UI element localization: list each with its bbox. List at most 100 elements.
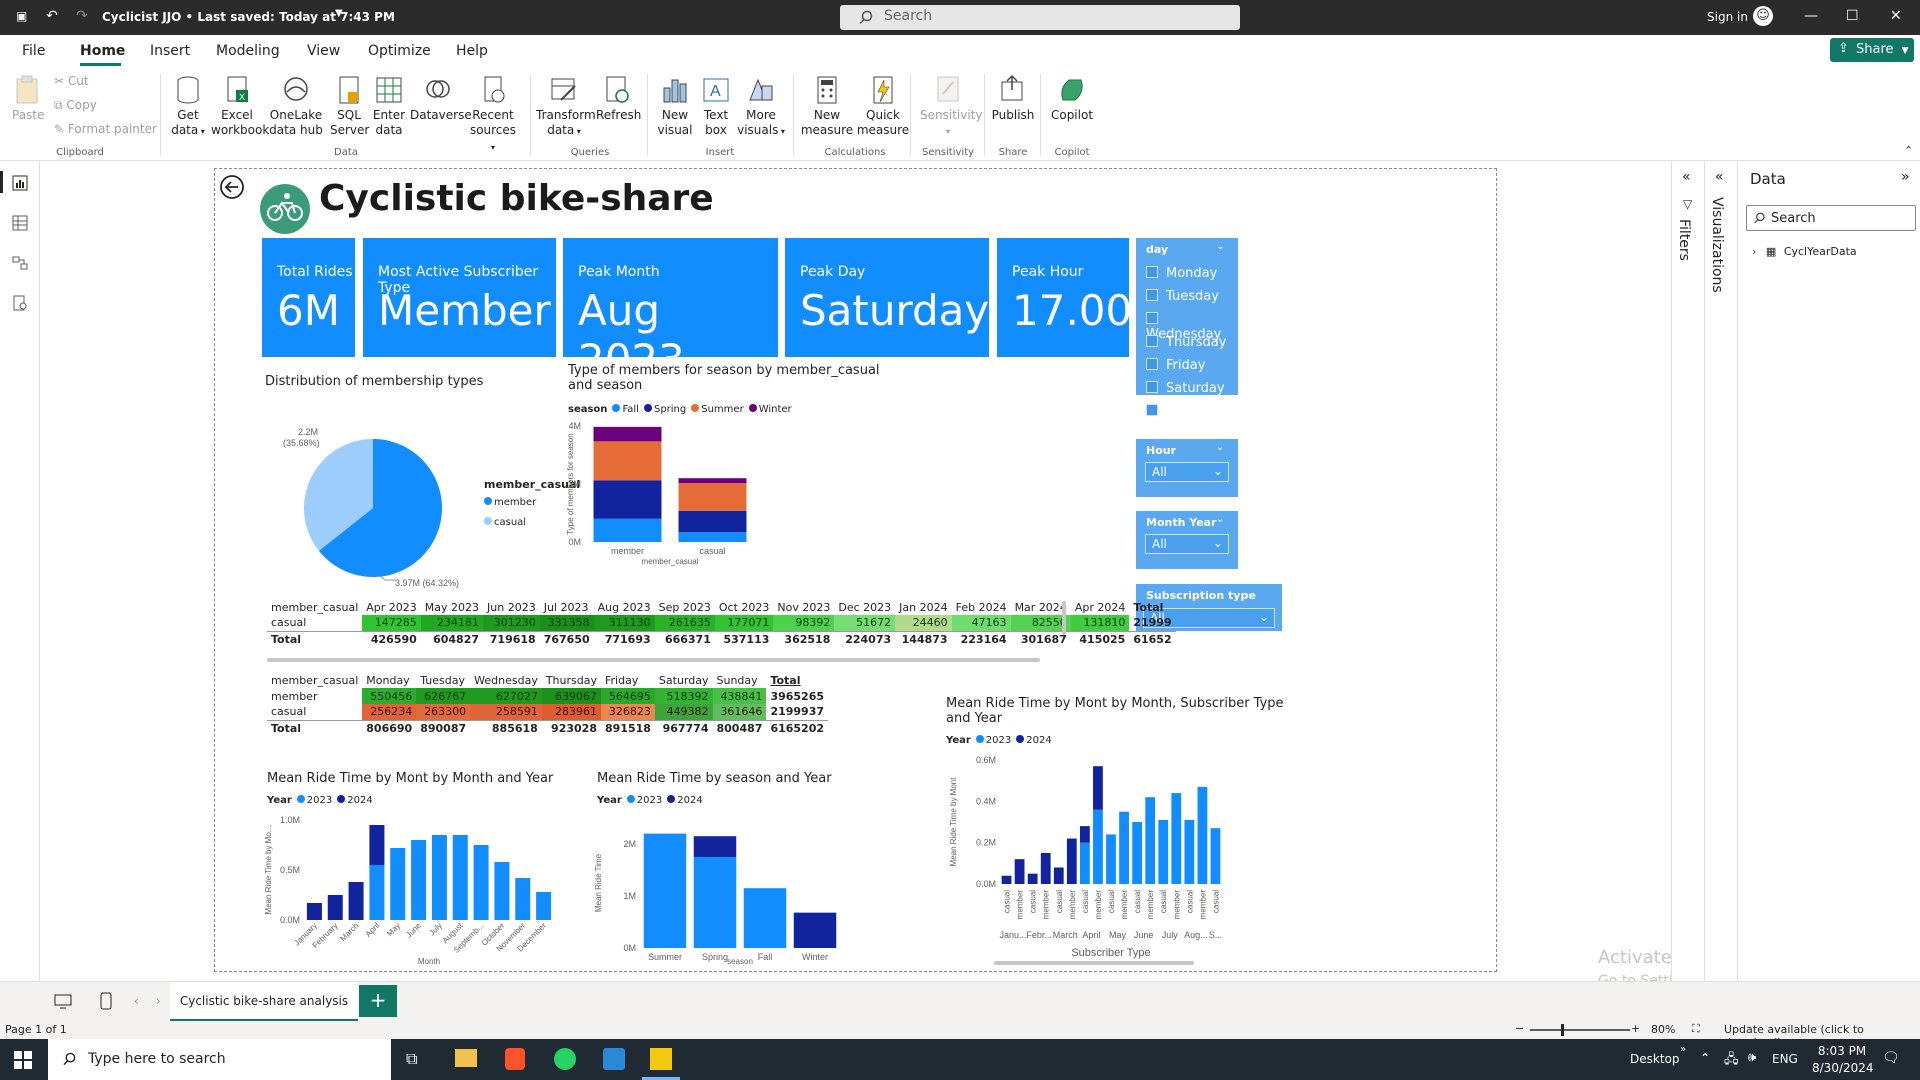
data-search-input[interactable]: Search <box>1746 205 1916 231</box>
kpi-total-rides[interactable]: Total Rides 6M <box>262 238 355 357</box>
zoom-slider[interactable] <box>1530 1029 1630 1031</box>
menu-view[interactable]: View <box>307 43 341 59</box>
pie-legend-member[interactable]: member <box>484 497 536 508</box>
day-option-monday[interactable]: Monday <box>1146 266 1217 281</box>
format-painter-button[interactable]: ✎ Format painter <box>54 122 157 137</box>
matrix-column-header[interactable]: Friday <box>604 673 639 687</box>
expand-filters-icon[interactable]: « <box>1682 169 1691 185</box>
legend-label[interactable]: Spring <box>653 404 687 415</box>
fit-to-page-icon[interactable]: ⛶ <box>1692 1022 1700 1035</box>
copilot-button[interactable]: Copilot <box>1048 74 1096 123</box>
matrix-column-header[interactable]: Nov 2023 <box>777 600 831 614</box>
taskbar-search-box[interactable]: Type here to search <box>48 1039 391 1080</box>
hour-dropdown[interactable]: All ⌄ <box>1145 462 1229 482</box>
global-search[interactable]: Search <box>840 5 1240 30</box>
legend-label[interactable]: 2024 <box>677 795 703 806</box>
matrix-horizontal-scrollbar[interactable] <box>267 658 1040 662</box>
day-option-wednesday[interactable]: Wednesday <box>1146 312 1238 342</box>
copy-button[interactable]: ⧉ Copy <box>54 98 97 113</box>
page-tab-active[interactable]: Cyclistic bike-share analysis <box>170 982 358 1022</box>
get-data-button[interactable]: Get data ▾ <box>168 74 208 139</box>
kpi-peak-hour[interactable]: Peak Hour 17.00 <box>997 238 1132 357</box>
collapse-data-pane-icon[interactable]: » <box>1901 169 1910 185</box>
expand-visualizations-icon[interactable]: « <box>1715 169 1724 185</box>
matrix-column-header[interactable]: Tuesday <box>420 673 465 687</box>
new-visual-button[interactable]: New visual <box>655 74 695 138</box>
photos-app-icon[interactable] <box>603 1048 625 1070</box>
filters-pane-collapsed[interactable]: « ▽ Filters <box>1671 161 1704 981</box>
matrix-column-header[interactable]: Total <box>770 673 801 687</box>
day-option-sunday[interactable]: Sunday <box>1146 404 1215 419</box>
matrix-column-header[interactable]: Jun 2023 <box>487 600 536 614</box>
minimize-icon[interactable]: — <box>1804 8 1818 24</box>
menu-file[interactable]: File <box>22 43 46 59</box>
legend-label[interactable]: Fall <box>622 404 639 415</box>
publish-button[interactable]: Publish <box>990 74 1036 123</box>
legend-label[interactable]: 2023 <box>985 735 1012 746</box>
legend-label[interactable]: 2023 <box>306 795 333 806</box>
cut-button[interactable]: ✂ Cut <box>54 74 89 89</box>
chevron-down-icon[interactable]: ⌄ <box>1216 442 1225 453</box>
sign-in-link[interactable]: Sign in <box>1707 10 1748 24</box>
checkbox[interactable] <box>1146 358 1158 370</box>
report-view-icon[interactable] <box>12 175 28 191</box>
add-page-button[interactable]: + <box>359 985 397 1017</box>
desktop-layout-icon[interactable] <box>54 994 72 1010</box>
table-row[interactable]: Total 426590 604827 719618 767650 771693 66637… <box>267 630 1176 647</box>
paste-button[interactable]: Paste <box>12 74 44 123</box>
maximize-icon[interactable]: ☐ <box>1846 8 1859 24</box>
menu-modeling[interactable]: Modeling <box>216 43 280 59</box>
matrix-column-header[interactable]: Jan 2024 <box>899 600 948 614</box>
subscription-dropdown[interactable]: All ⌄ <box>1143 608 1275 628</box>
table-view-icon[interactable] <box>12 215 28 231</box>
menu-home[interactable]: Home <box>80 43 126 59</box>
new-measure-button[interactable]: New measure <box>800 74 854 138</box>
show-hidden-icons[interactable]: ⌃ <box>1700 1051 1711 1065</box>
next-page-icon[interactable]: › <box>156 994 161 1008</box>
enter-data-button[interactable]: Enter data <box>372 74 406 138</box>
menu-help[interactable]: Help <box>456 43 488 59</box>
matrix-column-header[interactable]: May 2023 <box>424 600 480 614</box>
sql-server-button[interactable]: SQL Server <box>330 74 369 138</box>
collapse-ribbon-icon[interactable]: ⌃ <box>1904 144 1914 157</box>
redo-icon[interactable]: ↷ <box>76 8 88 24</box>
model-view-icon[interactable] <box>12 255 28 271</box>
checkbox[interactable] <box>1146 312 1158 324</box>
month-matrix[interactable]: member_casual Apr 2023 May 2023 Jun 2023 Jul… <box>267 599 1176 647</box>
zoom-in-icon[interactable]: + <box>1631 1022 1641 1035</box>
menu-insert[interactable]: Insert <box>150 43 191 59</box>
desktop-toolbar[interactable]: Desktop <box>1630 1052 1680 1066</box>
checkbox[interactable] <box>1146 404 1158 416</box>
sensitivity-button[interactable]: Sensitivity ▾ <box>920 74 982 139</box>
matrix-column-header[interactable]: member_casual <box>271 600 359 614</box>
legend-label[interactable]: 2023 <box>636 795 663 806</box>
close-icon[interactable]: ✕ <box>1890 8 1902 24</box>
day-matrix[interactable]: member_casual Monday Tuesday Wednesday Thurs… <box>267 672 829 736</box>
chart-horizontal-scrollbar[interactable] <box>994 961 1194 965</box>
refresh-button[interactable]: Refresh <box>596 74 641 123</box>
matrix-column-header[interactable]: Apr 2023 <box>366 600 417 614</box>
table-row[interactable]: member 550456 626767 627027 639067 564695 5183… <box>267 688 828 704</box>
matrix-column-header[interactable]: Feb 2024 <box>955 600 1007 614</box>
pie-legend-casual[interactable]: casual <box>484 517 526 528</box>
matrix-column-header[interactable]: Jul 2023 <box>543 600 589 614</box>
excel-workbook-button[interactable]: X Excel workbook <box>211 74 269 138</box>
dataverse-button[interactable]: Dataverse <box>410 74 472 123</box>
account-icon[interactable]: ☺ <box>1753 6 1773 26</box>
zoom-out-icon[interactable]: − <box>1515 1022 1525 1035</box>
dax-query-view-icon[interactable] <box>12 295 28 311</box>
kpi-subscriber-type[interactable]: Most Active Subscriber Type Member <box>363 238 556 357</box>
day-option-tuesday[interactable]: Tuesday <box>1146 289 1219 304</box>
matrix-column-header[interactable]: member_casual <box>271 673 359 687</box>
matrix-column-header[interactable]: Total <box>1133 600 1164 614</box>
mobile-layout-icon[interactable] <box>100 992 112 1010</box>
network-icon[interactable]: 🖧 <box>1724 1052 1739 1067</box>
checkbox[interactable] <box>1146 289 1158 301</box>
kpi-peak-day[interactable]: Peak Day Saturday <box>785 238 989 357</box>
table-row[interactable]: casual 256234 263300 258591 283961 326823 4493… <box>267 704 828 720</box>
day-option-friday[interactable]: Friday <box>1146 358 1205 373</box>
chevron-down-icon[interactable]: ⌄ <box>1216 241 1225 252</box>
quick-measure-button[interactable]: Quick measure <box>856 74 910 138</box>
brave-browser-icon[interactable] <box>505 1048 525 1070</box>
